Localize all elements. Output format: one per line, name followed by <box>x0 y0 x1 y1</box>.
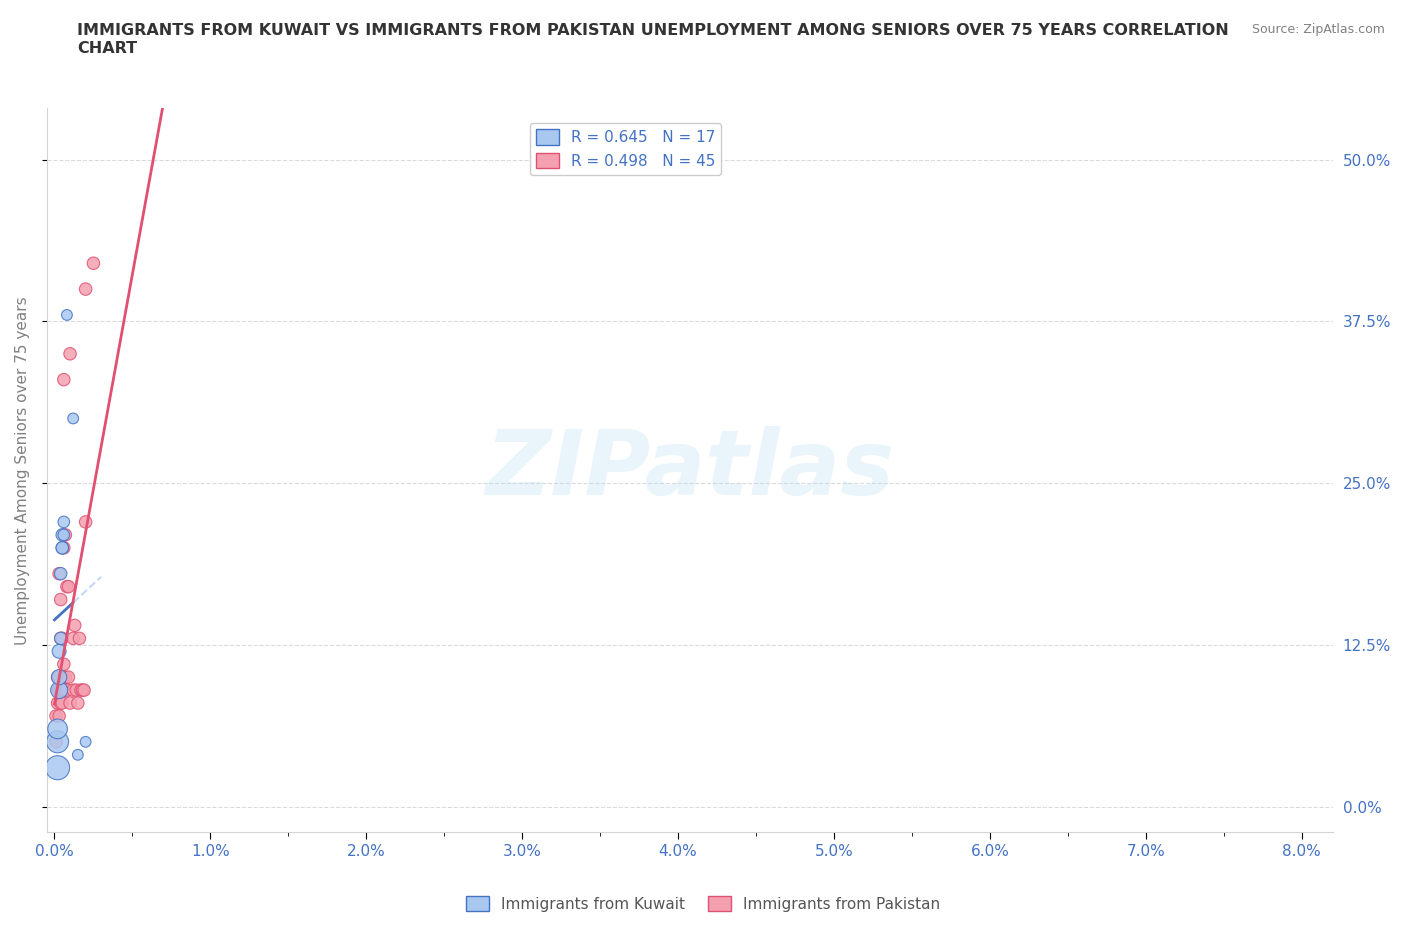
Text: ZIPatlas: ZIPatlas <box>485 426 894 514</box>
Point <box>48 670 70 684</box>
Point <box>51 683 73 698</box>
Point <box>63 618 86 632</box>
Point <box>82 256 104 271</box>
Point <box>51 696 73 711</box>
Point <box>56 683 79 698</box>
Point <box>56 308 79 323</box>
Point <box>72 683 94 698</box>
Point <box>49 592 72 607</box>
Point <box>46 761 69 776</box>
Point <box>49 683 72 698</box>
Point <box>66 696 89 711</box>
Point <box>46 683 69 698</box>
Text: Source: ZipAtlas.com: Source: ZipAtlas.com <box>1251 23 1385 36</box>
Point <box>52 670 75 684</box>
Point <box>51 540 73 555</box>
Point <box>45 735 67 750</box>
Point <box>70 683 93 698</box>
Point <box>73 683 96 698</box>
Point <box>67 631 90 645</box>
Point <box>46 670 69 684</box>
Point <box>48 670 70 684</box>
Point <box>53 683 76 698</box>
Point <box>75 282 97 297</box>
Point <box>58 579 80 594</box>
Point <box>51 527 73 542</box>
Point <box>59 346 82 361</box>
Point <box>56 579 79 594</box>
Point <box>62 631 84 645</box>
Point <box>49 631 72 645</box>
Point <box>75 514 97 529</box>
Point <box>51 683 73 698</box>
Point <box>62 683 84 698</box>
Point <box>52 372 75 387</box>
Point <box>46 735 69 750</box>
Point <box>75 735 97 750</box>
Point <box>52 540 75 555</box>
Point <box>45 709 67 724</box>
Point <box>48 683 70 698</box>
Point <box>52 683 75 698</box>
Point <box>52 514 75 529</box>
Point <box>49 696 72 711</box>
Point <box>51 631 73 645</box>
Point <box>51 540 73 555</box>
Point <box>48 566 70 581</box>
Point <box>59 696 82 711</box>
Point <box>58 670 80 684</box>
Point <box>49 631 72 645</box>
Point <box>49 566 72 581</box>
Point <box>52 657 75 671</box>
Point <box>65 683 87 698</box>
Point <box>62 411 84 426</box>
Point <box>48 644 70 658</box>
Legend: Immigrants from Kuwait, Immigrants from Pakistan: Immigrants from Kuwait, Immigrants from … <box>460 889 946 918</box>
Point <box>46 722 69 737</box>
Point <box>53 670 76 684</box>
Point <box>52 527 75 542</box>
Y-axis label: Unemployment Among Seniors over 75 years: Unemployment Among Seniors over 75 years <box>15 296 30 644</box>
Point <box>49 683 72 698</box>
Point <box>46 696 69 711</box>
Point <box>66 748 89 763</box>
Text: IMMIGRANTS FROM KUWAIT VS IMMIGRANTS FROM PAKISTAN UNEMPLOYMENT AMONG SENIORS OV: IMMIGRANTS FROM KUWAIT VS IMMIGRANTS FRO… <box>77 23 1229 56</box>
Point <box>48 709 70 724</box>
Point <box>48 683 70 698</box>
Point <box>48 683 70 698</box>
Point <box>53 527 76 542</box>
Legend: R = 0.645   N = 17, R = 0.498   N = 45: R = 0.645 N = 17, R = 0.498 N = 45 <box>530 123 721 175</box>
